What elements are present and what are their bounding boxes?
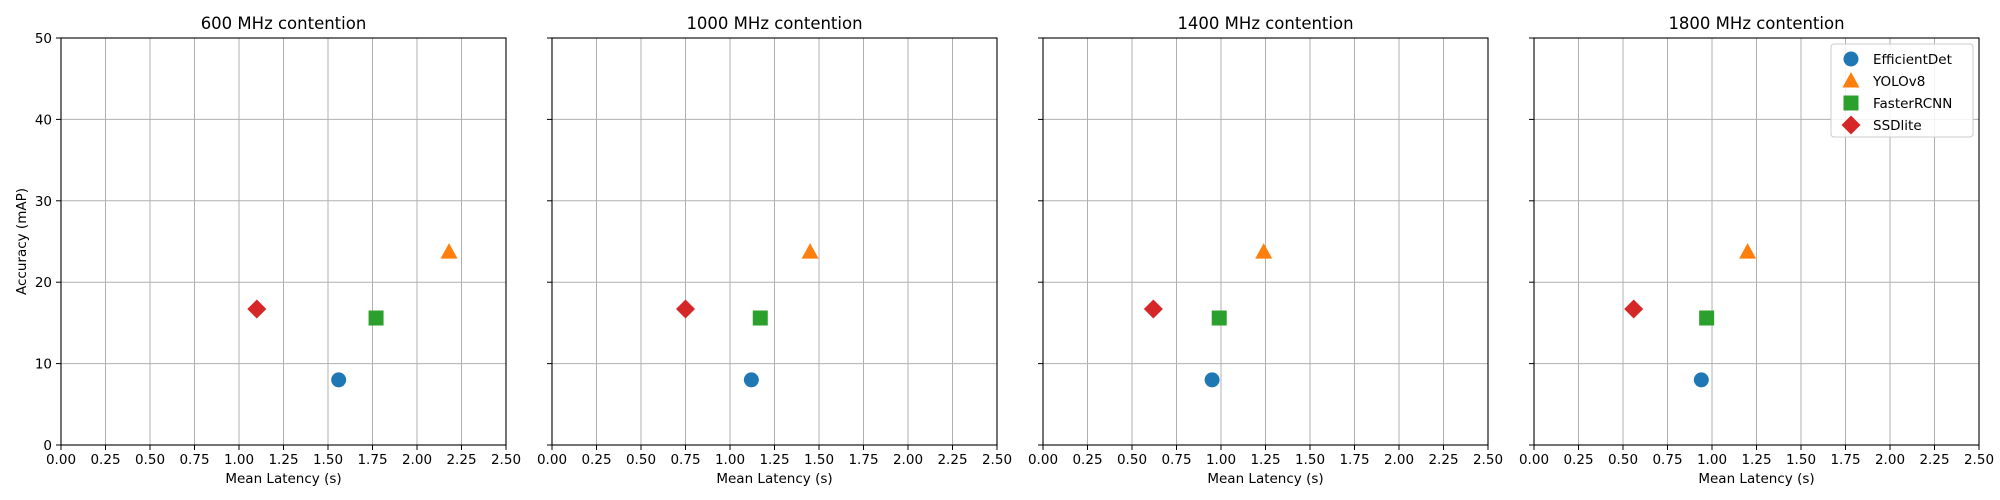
point-yolov8 [1255, 243, 1273, 259]
x-tick-label: 1.75 [1830, 452, 1860, 468]
x-tick-label: 2.50 [982, 452, 1012, 468]
legend-marker-yolov8 [1842, 72, 1860, 88]
y-tick-label: 40 [35, 112, 52, 128]
x-tick-label: 0.25 [581, 452, 611, 468]
x-tick-label: 0.25 [90, 452, 120, 468]
legend-label: SSDlite [1873, 118, 1922, 134]
x-tick-label: 1.00 [1697, 452, 1727, 468]
y-tick-label: 50 [35, 31, 52, 47]
x-axis-label: Mean Latency (s) [1698, 471, 1814, 487]
x-tick-label: 2.00 [1875, 452, 1905, 468]
panel-4: 0.00 0.25 0.50 0.75 1.00 1.25 1.50 1.75 2.00 2.25… [1519, 14, 1994, 487]
panel-title: 600 MHz contention [201, 14, 367, 33]
x-tick-label: 1.25 [759, 452, 789, 468]
point-efficientdet [331, 372, 347, 388]
x-axis-label: Mean Latency (s) [225, 471, 341, 487]
x-tick-label: 1.75 [848, 452, 878, 468]
point-efficientdet [743, 372, 759, 388]
legend-label: FasterRCNN [1873, 96, 1952, 112]
x-tick-label: 0.00 [46, 452, 76, 468]
y-tick-label: 30 [35, 194, 52, 210]
legend-box [1830, 43, 1974, 138]
x-tick-label: 0.00 [537, 452, 567, 468]
point-fasterrcnn [1699, 310, 1715, 326]
x-tick-label: 1.25 [268, 452, 298, 468]
x-tick-label: 2.25 [937, 452, 967, 468]
panel-title: 1400 MHz contention [1177, 14, 1353, 33]
panel-title: 1000 MHz contention [686, 14, 862, 33]
x-tick-label: 1.00 [715, 452, 745, 468]
point-fasterrcnn [752, 310, 768, 326]
x-tick-label: 0.50 [1608, 452, 1638, 468]
panel-title: 1800 MHz contention [1668, 14, 1844, 33]
x-tick-label: 2.25 [1428, 452, 1458, 468]
x-tick-label: 2.25 [446, 452, 476, 468]
y-axis-label: Accuracy (mAP) [14, 188, 30, 295]
legend-marker-ssdlite [1841, 115, 1861, 135]
panel-2: 0.00 0.25 0.50 0.75 1.00 1.25 1.50 1.75 2.00 2.25… [537, 14, 1012, 487]
point-ssdlite [676, 299, 695, 319]
x-tick-label: 0.75 [1652, 452, 1682, 468]
point-yolov8 [1739, 243, 1757, 259]
point-fasterrcnn [1211, 310, 1227, 326]
point-ssdlite [1624, 299, 1644, 319]
x-tick-label: 2.00 [893, 452, 923, 468]
y-tick-label: 10 [35, 357, 52, 373]
point-yolov8 [440, 243, 458, 259]
x-tick-label: 2.25 [1919, 452, 1949, 468]
x-tick-label: 1.25 [1250, 452, 1280, 468]
x-tick-label: 0.00 [1519, 452, 1549, 468]
legend-label: YOLOv8 [1872, 74, 1925, 90]
x-tick-label: 1.50 [804, 452, 834, 468]
panel-3: 0.00 0.25 0.50 0.75 1.00 1.25 1.50 1.75 2.00 2.25… [1028, 14, 1503, 487]
legend-marker-fasterrcnn [1843, 95, 1859, 111]
x-tick-label: 0.50 [135, 452, 165, 468]
point-efficientdet [1204, 372, 1220, 388]
x-tick-label: 1.50 [1786, 452, 1816, 468]
x-tick-label: 2.50 [1473, 452, 1503, 468]
x-tick-label: 2.00 [1384, 452, 1414, 468]
point-ssdlite [247, 299, 267, 319]
legend-marker-efficientdet [1843, 51, 1859, 67]
point-yolov8 [801, 243, 819, 259]
x-tick-label: 0.50 [626, 452, 656, 468]
x-tick-label: 0.50 [1117, 452, 1147, 468]
x-tick-label: 0.25 [1563, 452, 1593, 468]
legend: EfficientDet YOLOv8 FasterRCNN SSDlite [1830, 43, 1974, 138]
x-tick-label: 2.00 [402, 452, 432, 468]
x-tick-label: 1.00 [1206, 452, 1236, 468]
x-tick-label: 1.50 [313, 452, 343, 468]
x-tick-label: 0.75 [179, 452, 209, 468]
x-tick-label: 1.25 [1741, 452, 1771, 468]
point-fasterrcnn [368, 310, 384, 326]
y-tick-label: 20 [35, 275, 52, 291]
point-ssdlite [1143, 299, 1163, 319]
point-efficientdet [1693, 372, 1709, 388]
x-axis-label: Mean Latency (s) [716, 471, 832, 487]
x-tick-label: 0.75 [1161, 452, 1191, 468]
x-axis-label: Mean Latency (s) [1207, 471, 1323, 487]
x-tick-label: 0.00 [1028, 452, 1058, 468]
x-tick-label: 1.00 [224, 452, 254, 468]
x-tick-label: 0.75 [670, 452, 700, 468]
legend-label: EfficientDet [1873, 52, 1952, 68]
x-tick-label: 2.50 [491, 452, 521, 468]
panel-1: 0.00 0.25 0.50 0.75 1.00 1.25 1.50 1.75 2.00 2.25… [14, 14, 521, 487]
x-tick-label: 0.25 [1072, 452, 1102, 468]
x-tick-label: 2.50 [1964, 452, 1994, 468]
x-tick-label: 1.75 [357, 452, 387, 468]
y-tick-label: 0 [43, 438, 52, 454]
x-tick-label: 1.50 [1295, 452, 1325, 468]
x-tick-label: 1.75 [1339, 452, 1369, 468]
